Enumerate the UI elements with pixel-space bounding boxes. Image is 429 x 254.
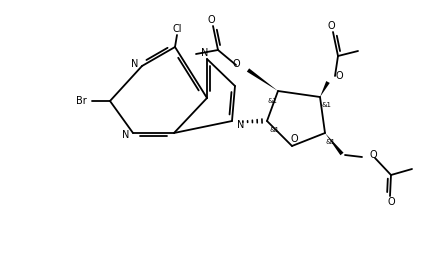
Text: O: O <box>370 150 378 160</box>
Text: N: N <box>237 120 245 130</box>
Polygon shape <box>320 81 330 97</box>
Text: O: O <box>233 59 240 69</box>
Text: &1: &1 <box>322 102 332 108</box>
Text: &1: &1 <box>325 139 335 145</box>
Text: N: N <box>201 48 208 58</box>
Text: O: O <box>290 134 298 144</box>
Text: N: N <box>122 130 129 140</box>
Text: Cl: Cl <box>172 24 182 34</box>
Polygon shape <box>247 68 278 91</box>
Text: N: N <box>130 59 138 69</box>
Text: O: O <box>387 197 395 207</box>
Text: O: O <box>336 71 344 81</box>
Text: O: O <box>327 21 335 31</box>
Text: &1: &1 <box>270 127 280 133</box>
Polygon shape <box>325 133 344 155</box>
Text: O: O <box>207 15 215 25</box>
Text: &1: &1 <box>268 98 278 104</box>
Text: Br: Br <box>76 96 87 106</box>
